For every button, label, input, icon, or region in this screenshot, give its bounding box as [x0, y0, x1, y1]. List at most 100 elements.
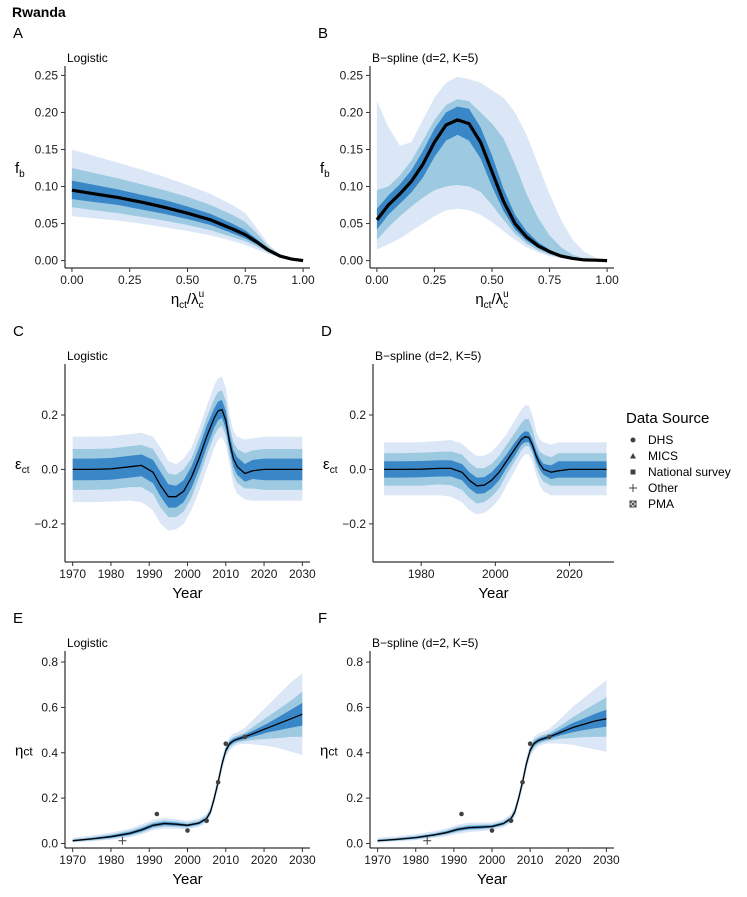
y-tick-label: 0.2 — [346, 791, 363, 805]
x-tick-label: 2020 — [555, 853, 582, 867]
panel-f: F B−spline (d=2, K=5) 0.0 0.2 0.4 0.6 0.8 1970 1… — [318, 610, 620, 888]
panel-b: B B−spline (d=2, K=5) 0.00 0.05 0.10 0.15 0.20… — [318, 25, 619, 311]
median-line — [377, 718, 607, 842]
data-point-dhs — [527, 741, 533, 746]
x-axis-title: Year — [172, 585, 202, 602]
x-tick-label: 0.00 — [365, 273, 389, 287]
x-tick-label: 1980 — [408, 567, 435, 581]
y-axis-title: εct — [15, 456, 30, 476]
panel-subtitle: Logistic — [67, 349, 108, 363]
panel-tag: E — [13, 610, 23, 627]
y-tick-label: 0.8 — [346, 655, 363, 669]
panel-tag: C — [13, 323, 24, 340]
data-point-dhs — [223, 741, 229, 746]
data-point-other — [423, 836, 432, 845]
band-outer-area — [72, 673, 303, 843]
y-tick-label: −0.2 — [342, 517, 366, 531]
y-tick-label: 0.2 — [41, 791, 58, 805]
x-tick-label: 1980 — [98, 567, 125, 581]
panels: A Logistic 0.00 0.05 0.10 0.15 0.20 0.25 0.00 0.2… — [13, 25, 620, 888]
x-tick-label: 2000 — [479, 853, 506, 867]
x-axis-title: ηct/λcu — [171, 289, 204, 311]
panel-subtitle: B−spline (d=2, K=5) — [372, 51, 478, 65]
x-axis-title: Year — [478, 585, 508, 602]
x-tick-label: 2010 — [212, 567, 239, 581]
x-axis-title: ηct/λcu — [475, 289, 508, 311]
y-tick-label: 0.25 — [340, 68, 364, 82]
y-tick-label: 0.4 — [346, 746, 363, 760]
y-axis-title: εct — [323, 456, 338, 476]
plus-icon — [629, 484, 637, 492]
x-tick-label: 1970 — [364, 853, 391, 867]
data-point-dhs — [508, 818, 514, 824]
x-tick-label: 1990 — [136, 853, 163, 867]
panel-tag: F — [318, 610, 327, 627]
panel-e: E Logistic 0.0 0.2 0.4 0.6 0.8 1970 1980 1990 2000… — [13, 610, 316, 888]
band-mid-area — [72, 390, 303, 518]
median-line — [72, 408, 303, 498]
x-tick-label: 0.50 — [176, 273, 200, 287]
legend-item-pma: PMA — [629, 497, 674, 511]
y-tick-label: 0.15 — [340, 142, 364, 156]
x-axis-title: Year — [477, 871, 507, 888]
x-tick-label: 2000 — [174, 567, 201, 581]
y-tick-label: 0.20 — [340, 105, 364, 119]
y-tick-label: 0.00 — [340, 254, 364, 268]
data-point-other — [118, 836, 127, 845]
y-tick-label: 0.10 — [35, 180, 59, 194]
y-tick-label: 0.00 — [35, 254, 59, 268]
data-point-dhs — [489, 828, 495, 833]
y-tick-label: 0.0 — [349, 462, 366, 476]
y-tick-label: 0.6 — [41, 700, 58, 714]
x-axis-title: Year — [172, 871, 202, 888]
y-tick-label: 0.2 — [41, 408, 58, 422]
data-point-dhs — [185, 828, 190, 833]
band-inner-area — [72, 400, 303, 508]
legend-title: Data Source — [626, 410, 709, 427]
panel-tag: D — [321, 323, 332, 340]
x-tick-label: 0.25 — [118, 273, 142, 287]
band-inner-area — [72, 702, 303, 842]
x-tick-label: 1970 — [59, 853, 86, 867]
y-tick-label: 0.8 — [41, 655, 58, 669]
square-icon — [630, 469, 636, 475]
circle-icon — [630, 437, 636, 443]
x-tick-label: 1.00 — [595, 273, 619, 287]
data-point-dhs — [154, 811, 160, 817]
x-tick-label: 0.75 — [538, 273, 562, 287]
y-tick-label: −0.2 — [34, 517, 58, 531]
y-axis-title: fb — [15, 160, 25, 180]
data-point-dhs — [204, 818, 209, 824]
median-line — [71, 188, 304, 263]
panel-a: A Logistic 0.00 0.05 0.10 0.15 0.20 0.25 0.00 0.2… — [13, 25, 315, 311]
band-mid-area — [384, 419, 607, 504]
panel-d: D B−spline (d=2, K=5) −0.2 0.0 0.2 1980 2000 20… — [321, 323, 614, 602]
y-tick-label: 0.15 — [35, 142, 59, 156]
x-tick-label: 1990 — [441, 853, 468, 867]
band-mid-area — [377, 697, 607, 842]
y-tick-label: 0.20 — [35, 105, 59, 119]
panel-c: C Logistic −0.2 0.0 0.2 1970 1980 1990 2000 2010 2… — [13, 323, 316, 602]
boxed-x-icon — [629, 500, 637, 508]
band-outer-area — [377, 680, 607, 843]
y-axis-title: ηct — [320, 743, 338, 760]
x-tick-label: 2030 — [289, 853, 316, 867]
legend-label: National survey — [648, 465, 731, 479]
panel-subtitle: Logistic — [67, 636, 108, 650]
data-point-dhs — [459, 811, 464, 817]
legend-item-national-survey: National survey — [630, 465, 731, 479]
x-tick-label: 2000 — [482, 567, 509, 581]
median-line — [375, 118, 608, 263]
x-tick-label: 2020 — [251, 853, 278, 867]
y-tick-label: 0.10 — [340, 180, 364, 194]
figure-title: Rwanda — [12, 4, 66, 20]
legend-keys: DHS MICS National survey Other PMA — [629, 433, 731, 511]
band-inner-area — [377, 709, 607, 842]
y-tick-label: 0.0 — [41, 836, 58, 850]
panel-subtitle: B−spline (d=2, K=5) — [375, 349, 481, 363]
x-tick-label: 0.50 — [480, 273, 504, 287]
x-tick-label: 2020 — [556, 567, 583, 581]
x-tick-label: 0.25 — [423, 273, 447, 287]
y-tick-label: 0.6 — [346, 700, 363, 714]
